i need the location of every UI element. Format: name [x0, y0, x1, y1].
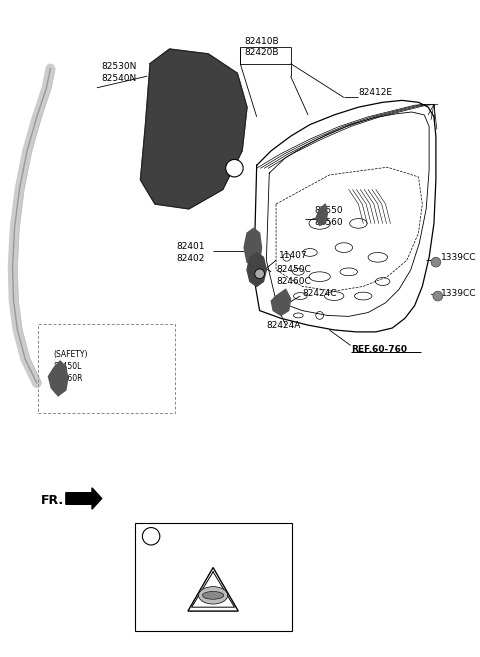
Text: FR.: FR. [41, 494, 64, 507]
Text: a: a [232, 165, 237, 171]
Polygon shape [188, 568, 238, 611]
Polygon shape [66, 488, 102, 509]
Text: REF.60-760: REF.60-760 [351, 345, 407, 354]
Text: 82450L: 82450L [53, 362, 82, 371]
Polygon shape [48, 361, 68, 396]
Polygon shape [247, 252, 266, 286]
Text: 11407: 11407 [279, 251, 308, 260]
Text: 82450C: 82450C [276, 265, 311, 275]
Polygon shape [271, 289, 290, 315]
Text: 82460C: 82460C [276, 277, 311, 286]
Ellipse shape [203, 591, 224, 599]
Text: 82402: 82402 [176, 254, 204, 263]
Text: 82540N: 82540N [102, 74, 137, 83]
Circle shape [255, 269, 264, 279]
Text: a: a [149, 533, 153, 539]
FancyBboxPatch shape [135, 523, 291, 631]
Text: 82412E: 82412E [359, 88, 392, 97]
Circle shape [431, 258, 441, 267]
Text: ▲: ▲ [211, 584, 215, 589]
Polygon shape [316, 204, 327, 225]
Polygon shape [141, 49, 247, 209]
Text: 82424C: 82424C [302, 288, 336, 298]
Text: (SAFETY): (SAFETY) [53, 350, 88, 359]
Ellipse shape [199, 587, 228, 604]
Text: 82460R: 82460R [53, 374, 83, 383]
Text: 1339CC: 1339CC [441, 253, 476, 261]
Circle shape [226, 160, 243, 177]
Polygon shape [244, 228, 262, 267]
Text: 96111A: 96111A [165, 532, 200, 541]
Text: 1339CC: 1339CC [441, 288, 476, 298]
Text: 82410B: 82410B [244, 37, 279, 46]
Text: 82550: 82550 [315, 206, 343, 215]
Text: 82530N: 82530N [102, 62, 137, 71]
Text: 82560: 82560 [315, 218, 343, 227]
Text: 82424A: 82424A [266, 321, 301, 330]
Text: 82420B: 82420B [244, 49, 278, 57]
Text: 82401: 82401 [176, 242, 205, 251]
Circle shape [433, 291, 443, 301]
